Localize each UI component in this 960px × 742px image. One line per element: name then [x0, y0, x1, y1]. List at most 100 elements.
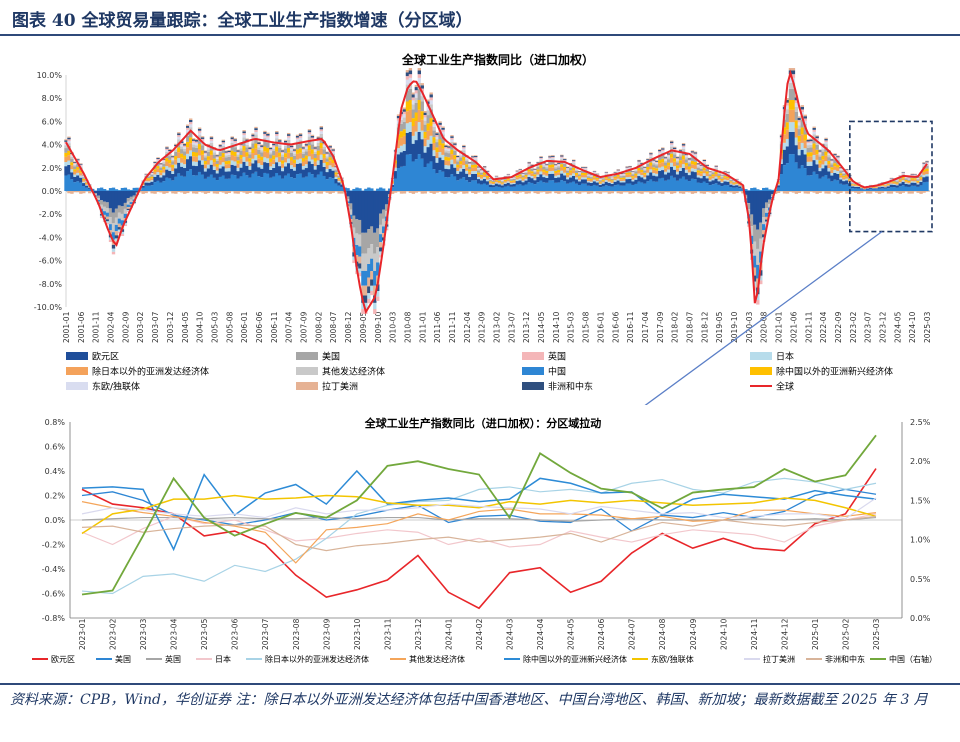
area-segment-us — [488, 179, 493, 182]
area-segment-eurozone — [880, 186, 885, 189]
area-segment-latam — [191, 191, 196, 194]
area-segment-latam — [399, 191, 404, 194]
area-segment-eurozone — [566, 179, 570, 184]
area-segment-africa_me — [619, 173, 623, 174]
area-segment-eeu_cis — [438, 126, 442, 130]
area-segment-latam — [82, 191, 86, 194]
area-segment-china — [429, 161, 433, 191]
area-segment-africa_me — [836, 156, 840, 158]
x-tick-label: 2011-11 — [448, 311, 457, 343]
area-segment-eurozone — [574, 179, 579, 184]
area-segment-china — [307, 172, 312, 191]
area-segment-dev_asia — [150, 178, 154, 181]
area-segment-japan — [479, 178, 484, 181]
area-segment-other_dev — [681, 148, 686, 152]
y-tick-label: -10.0% — [34, 303, 63, 312]
area-segment-china — [64, 175, 68, 191]
area-segment-uk — [586, 174, 591, 175]
area-segment-eeu_cis — [203, 153, 208, 156]
area-segment-eurozone — [278, 166, 282, 176]
area-month-stack — [206, 143, 211, 194]
area-segment-china — [79, 182, 83, 191]
area-segment-em_asia — [726, 176, 730, 179]
area-segment-eurozone — [655, 176, 659, 182]
area-segment-uk — [800, 109, 805, 113]
area-segment-japan — [542, 174, 546, 178]
area-month-stack — [358, 188, 362, 277]
area-segment-other_dev — [382, 218, 386, 227]
area-segment-china — [922, 182, 926, 191]
area-segment-eeu_cis — [506, 175, 511, 176]
area-segment-eurozone — [539, 174, 543, 181]
area-segment-eeu_cis — [275, 135, 279, 139]
area-segment-latam — [684, 191, 689, 193]
area-segment-em_asia — [209, 150, 214, 155]
area-segment-latam — [396, 191, 401, 192]
legend-label: 美国 — [322, 351, 340, 363]
area-segment-china — [649, 179, 653, 191]
area-segment-dev_asia — [180, 157, 184, 163]
area-segment-latam — [598, 191, 603, 194]
area-segment-latam — [898, 191, 902, 194]
area-segment-eurozone — [221, 166, 226, 176]
area-month-stack — [616, 169, 620, 194]
area-segment-uk — [643, 167, 647, 169]
area-segment-china — [848, 186, 852, 191]
area-segment-china — [586, 185, 591, 191]
area-segment-africa_me — [655, 160, 659, 162]
area-segment-latam — [643, 191, 647, 193]
area-segment-eurozone — [177, 162, 181, 174]
area-segment-em_asia — [245, 152, 249, 157]
area-month-stack — [197, 127, 202, 192]
area-segment-china — [432, 169, 436, 191]
area-month-stack — [670, 140, 674, 194]
area-segment-us — [298, 142, 303, 149]
area-segment-us — [245, 147, 249, 153]
area-segment-japan — [756, 294, 760, 301]
area-segment-china — [70, 179, 74, 191]
area-segment-em_asia — [257, 154, 261, 159]
area-segment-us — [399, 123, 404, 132]
x-tick-label: 2018-12 — [700, 311, 709, 343]
area-segment-latam — [661, 191, 665, 194]
area-segment-africa_me — [260, 145, 264, 147]
area-segment-us — [797, 129, 802, 136]
area-segment-us — [459, 157, 463, 162]
area-segment-us — [423, 124, 427, 132]
area-segment-other_dev — [174, 149, 178, 152]
area-segment-eurozone — [150, 181, 154, 186]
area-segment-africa_me — [515, 170, 519, 172]
area-segment-eeu_cis — [634, 169, 638, 171]
area-segment-africa_me — [551, 155, 555, 157]
area-segment-latam — [218, 191, 223, 192]
area-segment-china — [684, 179, 689, 191]
area-segment-other_dev — [901, 174, 905, 176]
area-segment-em_asia — [572, 167, 576, 171]
area-segment-em_asia — [589, 178, 594, 180]
area-segment-latam — [260, 144, 264, 146]
x-tick-label: 2023-12 — [878, 311, 887, 343]
area-segment-eurozone — [70, 172, 74, 180]
area-segment-em_asia — [836, 164, 840, 168]
area-segment-africa_me — [687, 158, 692, 160]
area-segment-dev_asia — [224, 164, 229, 169]
area-segment-em_asia — [477, 172, 481, 175]
area-month-stack — [572, 159, 576, 192]
area-segment-other_dev — [248, 152, 252, 155]
area-segment-em_asia — [539, 165, 543, 168]
area-month-stack — [426, 99, 430, 192]
area-segment-japan — [159, 175, 163, 178]
x-tick-label: 2023-01 — [78, 618, 87, 650]
area-segment-dev_asia — [833, 166, 837, 170]
area-segment-uk — [756, 300, 760, 305]
area-segment-other_dev — [655, 163, 659, 166]
area-segment-japan — [711, 178, 715, 181]
area-segment-latam — [408, 191, 413, 193]
area-segment-us — [548, 161, 552, 165]
area-month-stack — [284, 139, 288, 193]
area-segment-dev_asia — [313, 161, 318, 167]
area-segment-latam — [129, 204, 134, 206]
area-segment-china — [916, 186, 920, 191]
area-month-stack — [215, 154, 220, 194]
area-segment-africa_me — [693, 152, 698, 154]
